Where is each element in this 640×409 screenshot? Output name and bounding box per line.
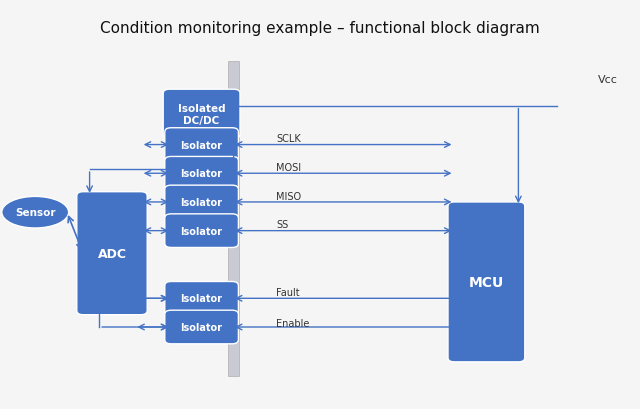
FancyBboxPatch shape: [77, 192, 147, 315]
FancyBboxPatch shape: [165, 157, 239, 191]
Text: MISO: MISO: [276, 191, 301, 201]
Text: Condition monitoring example – functional block diagram: Condition monitoring example – functiona…: [100, 20, 540, 36]
Text: Isolator: Isolator: [180, 294, 223, 303]
Text: Isolator: Isolator: [180, 140, 223, 150]
Ellipse shape: [2, 197, 68, 228]
FancyBboxPatch shape: [165, 186, 239, 219]
Text: Sensor: Sensor: [15, 208, 56, 218]
FancyBboxPatch shape: [165, 310, 239, 344]
Text: Isolator: Isolator: [180, 226, 223, 236]
Text: Vcc: Vcc: [598, 75, 618, 85]
Text: MOSI: MOSI: [276, 163, 301, 173]
Text: Isolator: Isolator: [180, 198, 223, 207]
FancyBboxPatch shape: [163, 90, 240, 139]
Text: ADC: ADC: [97, 247, 127, 260]
Text: SCLK: SCLK: [276, 134, 301, 144]
Text: Enable: Enable: [276, 318, 310, 328]
FancyBboxPatch shape: [228, 61, 239, 376]
Text: Isolator: Isolator: [180, 169, 223, 179]
FancyBboxPatch shape: [165, 128, 239, 162]
FancyBboxPatch shape: [165, 282, 239, 315]
Text: SS: SS: [276, 220, 289, 230]
Text: Fault: Fault: [276, 288, 300, 297]
FancyBboxPatch shape: [448, 202, 525, 362]
Text: MCU: MCU: [468, 275, 504, 289]
Text: Isolator: Isolator: [180, 322, 223, 332]
Text: Isolated
DC/DC: Isolated DC/DC: [178, 104, 225, 125]
FancyBboxPatch shape: [165, 214, 239, 248]
